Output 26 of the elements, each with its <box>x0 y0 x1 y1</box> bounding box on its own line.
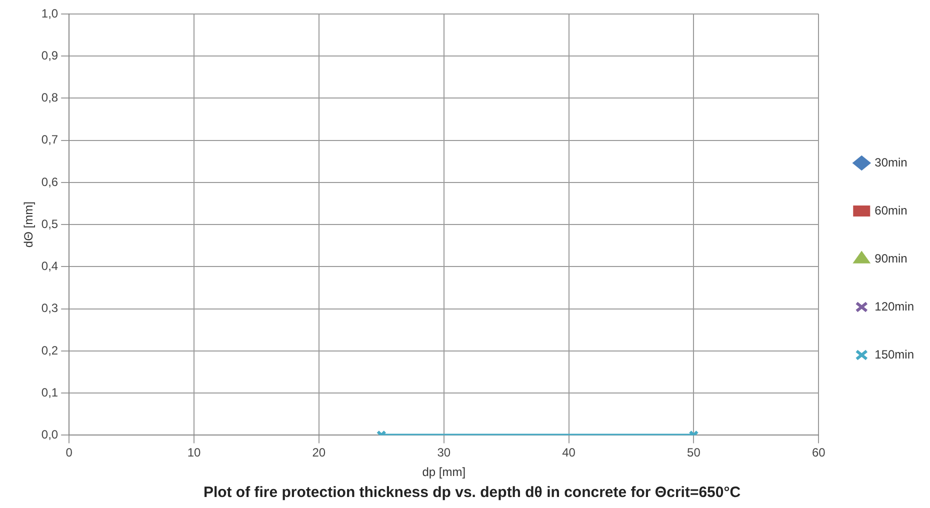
y-axis-title: dΘ [mm] <box>22 202 36 248</box>
y-tick-label: 0,3 <box>41 301 58 316</box>
x-tick-label: 30 <box>437 446 451 460</box>
x-tick-label: 60 <box>812 446 826 460</box>
x-tick-label: 0 <box>66 446 73 460</box>
y-tick-label: 0,7 <box>41 132 58 147</box>
y-tick-label: 1,0 <box>41 6 58 20</box>
y-tick-label: 0,1 <box>41 385 58 400</box>
y-tick-label: 0,4 <box>41 259 58 274</box>
y-tick-label: 0,5 <box>41 216 58 231</box>
y-tick-label: 0,0 <box>41 428 58 442</box>
y-tick-label: 0,8 <box>41 90 58 105</box>
x-tick-label: 40 <box>562 446 576 460</box>
x-tick-label: 10 <box>187 446 202 460</box>
x-axis-title: dp [mm] <box>422 465 466 480</box>
y-tick-label: 0,9 <box>41 48 58 62</box>
y-tick-label: 0,6 <box>41 174 58 189</box>
legend-label: 30min <box>874 155 908 170</box>
legend-label: 90min <box>874 251 908 266</box>
legend-label: 120min <box>874 299 914 314</box>
legend-label: 150min <box>874 347 914 362</box>
y-tick-label: 0,2 <box>41 343 58 358</box>
x-tick-label: 50 <box>687 446 701 460</box>
legend-label: 60min <box>874 203 908 218</box>
text: Plot of fire protection thickness dp vs. depth dθ in concrete for Θcrit=650°C <box>203 484 741 502</box>
x-tick-label: 20 <box>312 446 326 460</box>
